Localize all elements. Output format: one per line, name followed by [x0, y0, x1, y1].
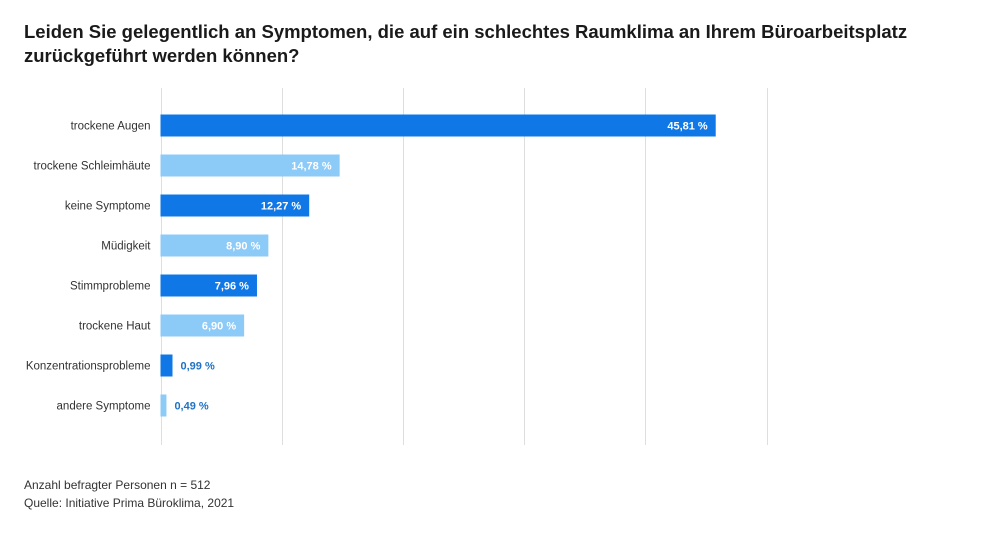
bars	[160, 114, 716, 417]
bar	[160, 394, 167, 417]
chart-title: Leiden Sie gelegentlich an Symptomen, di…	[24, 21, 908, 66]
value-label: 7,96 %	[215, 281, 249, 293]
value-label: 0,99 %	[180, 361, 214, 373]
category-label: Müdigkeit	[101, 241, 151, 253]
bar	[160, 114, 716, 137]
bar	[160, 354, 173, 377]
category-label: trockene Haut	[79, 321, 151, 333]
value-label: 14,78 %	[291, 161, 332, 173]
value-labels: 45,81 % 14,78 % 12,27 % 8,90 % 7,96 % 6,90 % 0…	[174, 121, 707, 413]
category-label: Stimmprobleme	[70, 281, 151, 293]
value-label: 0,49 %	[174, 401, 208, 413]
grid-lines	[161, 88, 768, 445]
bar	[160, 194, 310, 217]
category-label: andere Symptome	[57, 401, 151, 413]
value-label: 8,90 %	[226, 241, 260, 253]
bar	[160, 154, 340, 177]
value-label: 6,90 %	[202, 321, 236, 333]
category-label: Konzentrationsprobleme	[26, 361, 151, 373]
sample-size-note: Anzahl befragter Personen n = 512	[24, 478, 211, 492]
bar	[160, 314, 245, 337]
source-note: Quelle: Initiative Prima Büroklima, 2021	[24, 496, 235, 510]
category-labels: trockene Augen trockene Schleimhäute keine…	[26, 121, 151, 413]
category-label: trockene Augen	[71, 121, 151, 133]
bar	[160, 234, 269, 257]
value-label: 45,81 %	[667, 121, 708, 133]
category-label: keine Symptome	[65, 201, 151, 213]
category-label: trockene Schleimhäute	[34, 161, 151, 173]
chart-footer: Anzahl befragter Personen n = 512 Quelle…	[24, 476, 234, 512]
value-label: 12,27 %	[261, 201, 302, 213]
bar	[160, 274, 257, 297]
